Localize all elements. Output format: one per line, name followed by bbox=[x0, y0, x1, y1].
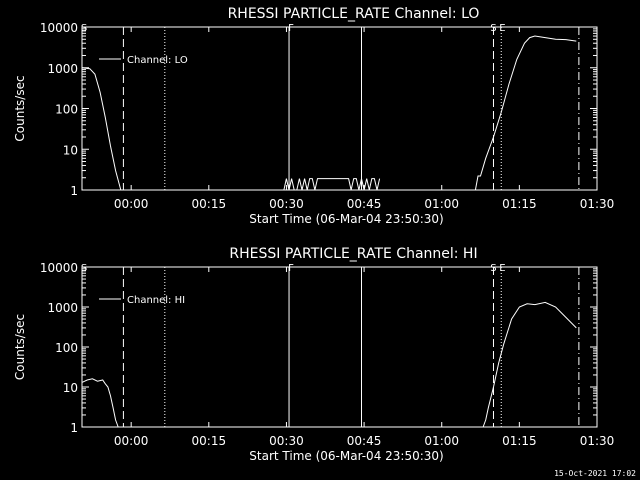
panel2-x-tick-label: 00:30 bbox=[269, 434, 304, 448]
panel1-legend-label: Channel: LO bbox=[127, 55, 188, 66]
panel2-y-tick-label: 1000 bbox=[47, 301, 78, 315]
panel2-chart-title: RHESSI PARTICLE_RATE Channel: HI bbox=[229, 246, 477, 262]
panel1-marker-label-e: E bbox=[499, 23, 505, 34]
panel2-plot-frame bbox=[81, 266, 598, 428]
panel2-y-tick-label: 10000 bbox=[40, 261, 78, 275]
panel1-marker-label-s: S bbox=[81, 23, 87, 34]
panel1-y-tick-label: 1 bbox=[70, 184, 78, 198]
timestamp: 15-Oct-2021 17:02 bbox=[554, 469, 636, 478]
panel2-y-tick-label: 10 bbox=[63, 381, 78, 395]
panel1-y-tick-label: 1000 bbox=[47, 62, 78, 76]
panel1-plot-frame bbox=[81, 26, 598, 191]
panel1-y-tick-label: 10000 bbox=[40, 21, 78, 35]
panel2-marker-label-f: F bbox=[288, 263, 294, 274]
panel1-y-tick-label: 100 bbox=[55, 103, 78, 117]
panel1-marker-label-s: S bbox=[490, 23, 496, 34]
panel2-marker-label-e: E bbox=[499, 263, 505, 274]
panel1-x-tick-label: 01:00 bbox=[424, 197, 459, 211]
panel2-x-tick-label: 00:15 bbox=[192, 434, 227, 448]
panel2-y-axis-label: Counts/sec bbox=[13, 314, 27, 380]
panel1-x-tick-label: 01:30 bbox=[580, 197, 615, 211]
panel2-marker-label-s: S bbox=[81, 263, 87, 274]
panel1-x-tick-label: 00:15 bbox=[192, 197, 227, 211]
panel1-marker-label-f: F bbox=[288, 23, 294, 34]
panel1-y-axis-label: Counts/sec bbox=[13, 75, 27, 141]
panel2-y-tick-label: 100 bbox=[55, 341, 78, 355]
panel1-x-tick-label: 00:00 bbox=[114, 197, 149, 211]
panel2-series-line-channel-hi bbox=[482, 301, 577, 428]
panel1-chart-title: RHESSI PARTICLE_RATE Channel: LO bbox=[228, 6, 480, 22]
panel1-x-tick-label: 01:15 bbox=[502, 197, 537, 211]
panel1-x-axis-label: Start Time (06-Mar-04 23:50:30) bbox=[249, 212, 443, 226]
panel1-x-tick-label: 00:45 bbox=[347, 197, 382, 211]
panel1-series-line-channel-lo bbox=[474, 35, 577, 191]
panel1-series-line-channel-lo bbox=[81, 67, 122, 191]
panel2-marker-label-s: S bbox=[490, 263, 496, 274]
panel1-y-tick-label: 10 bbox=[63, 143, 78, 157]
panel2-x-tick-label: 01:00 bbox=[424, 434, 459, 448]
panel2-x-tick-label: 00:00 bbox=[114, 434, 149, 448]
panel2-y-tick-label: 1 bbox=[70, 421, 78, 435]
panel2-x-axis-label: Start Time (06-Mar-04 23:50:30) bbox=[249, 449, 443, 463]
panel2-series-line-channel-hi bbox=[81, 378, 119, 428]
panel2-legend-label: Channel: HI bbox=[127, 295, 185, 306]
panel1-series-line-channel-lo bbox=[283, 178, 381, 191]
panel1-x-tick-label: 00:30 bbox=[269, 197, 304, 211]
panel2-x-tick-label: 00:45 bbox=[347, 434, 382, 448]
panel2-x-tick-label: 01:15 bbox=[502, 434, 537, 448]
panel2-x-tick-label: 01:30 bbox=[580, 434, 615, 448]
